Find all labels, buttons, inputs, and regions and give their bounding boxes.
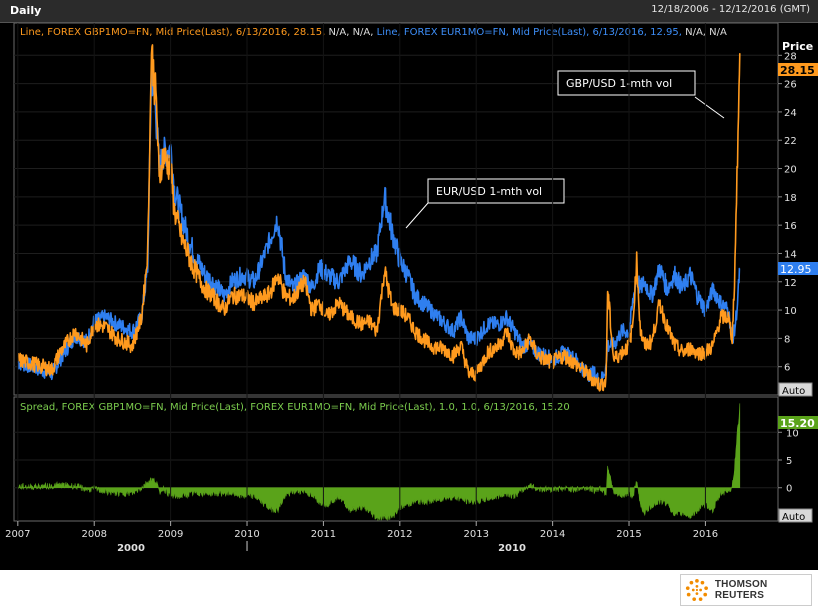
brand-name: THOMSON REUTERS [714, 579, 768, 601]
upper-plot-frame [13, 23, 779, 396]
legend-gbp-na: N/A, N/A, [325, 27, 376, 38]
spread-series [17, 403, 741, 522]
lower-auto-label: Auto [782, 512, 805, 523]
x-tick-label: 2007 [5, 529, 30, 540]
gbp-annotation-box [557, 70, 696, 96]
lower-ytick-label: 0 [786, 484, 792, 495]
lower-legend: Spread, FOREX GBP1MO=FN, Mid Price(Last)… [20, 402, 570, 413]
upper-ytick-label: 16 [784, 221, 797, 232]
eur-line [17, 66, 741, 390]
x-tick-label: 2016 [693, 529, 718, 540]
x-tick-label: 2014 [540, 529, 565, 540]
gbp-line [17, 44, 741, 392]
upper-ytick-label: 8 [784, 334, 790, 345]
spread-last-badge [778, 416, 818, 429]
legend-eur: Line, FOREX EUR1MO=FN, Mid Price(Last), … [377, 27, 682, 38]
gbp-last-value: 28.15 [780, 64, 815, 77]
upper-auto-label: Auto [782, 386, 805, 397]
reuters-dots-icon [685, 578, 708, 602]
thomson-reuters-logo: THOMSON REUTERS [680, 574, 812, 606]
eur-annotation: EUR/USD 1-mth vol [436, 185, 542, 198]
legend-gbp: Line, FOREX GBP1MO=FN, Mid Price(Last), … [20, 27, 325, 38]
upper-ytick-label: 18 [784, 193, 797, 204]
upper-ytick-label: 22 [784, 136, 797, 147]
eur-annotation-pointer [405, 202, 429, 229]
x-tick-label: 2013 [463, 529, 488, 540]
x-tick-label: 2008 [81, 529, 106, 540]
upper-auto-button[interactable] [778, 382, 813, 397]
decade-label: 2010 [498, 543, 526, 554]
eur-last-value: 12.95 [780, 263, 812, 276]
chart-canvas: 6 8 10 12 14 16 18 20 22 24 26 28 Price Line, FOREX… [0, 23, 818, 570]
decade-label: 2000 [117, 543, 145, 554]
gbp-annotation-pointer [694, 96, 725, 119]
upper-ytick-label: 10 [784, 306, 797, 317]
upper-ytick-label: 26 [784, 80, 797, 91]
upper-ytick-label: 6 [784, 363, 790, 374]
upper-ytick-label: 12 [784, 278, 797, 289]
x-tick-label: 2011 [311, 529, 336, 540]
date-range: 12/18/2006 - 12/12/2016 (GMT) [651, 4, 810, 15]
gbp-annotation: GBP/USD 1-mth vol [566, 77, 672, 90]
upper-ytick-label: 14 [784, 249, 797, 260]
chart-toolbar: Daily 12/18/2006 - 12/12/2016 (GMT) [0, 0, 818, 23]
legend-eur-na: N/A, N/A [682, 27, 727, 38]
x-axis: 2007 2008 2009 2010 2011 2012 2013 2014 2015 2016… [5, 23, 778, 554]
footer: THOMSON REUTERS [0, 570, 818, 610]
x-tick-label: 2009 [158, 529, 183, 540]
lower-ytick-label: 10 [786, 428, 799, 439]
x-tick-label: 2010 [234, 529, 259, 540]
upper-ytick-label: 20 [784, 165, 797, 176]
x-tick-label: 2015 [616, 529, 641, 540]
eur-annotation-box [427, 178, 565, 204]
lower-ytick-label: 5 [786, 456, 792, 467]
gbp-last-badge [778, 63, 818, 76]
upper-series [17, 44, 741, 392]
eur-last-badge [778, 262, 818, 275]
spread-area [17, 403, 741, 522]
lower-auto-button[interactable] [778, 508, 813, 523]
interval-label: Daily [10, 4, 42, 17]
upper-legend: Line, FOREX GBP1MO=FN, Mid Price(Last), … [20, 27, 727, 38]
upper-ytick-label: 28 [784, 51, 797, 62]
price-axis-label: Price [782, 40, 813, 53]
spread-last-value: 15.20 [780, 417, 815, 430]
upper-ytick-label: 24 [784, 108, 797, 119]
x-tick-label: 2012 [387, 529, 412, 540]
